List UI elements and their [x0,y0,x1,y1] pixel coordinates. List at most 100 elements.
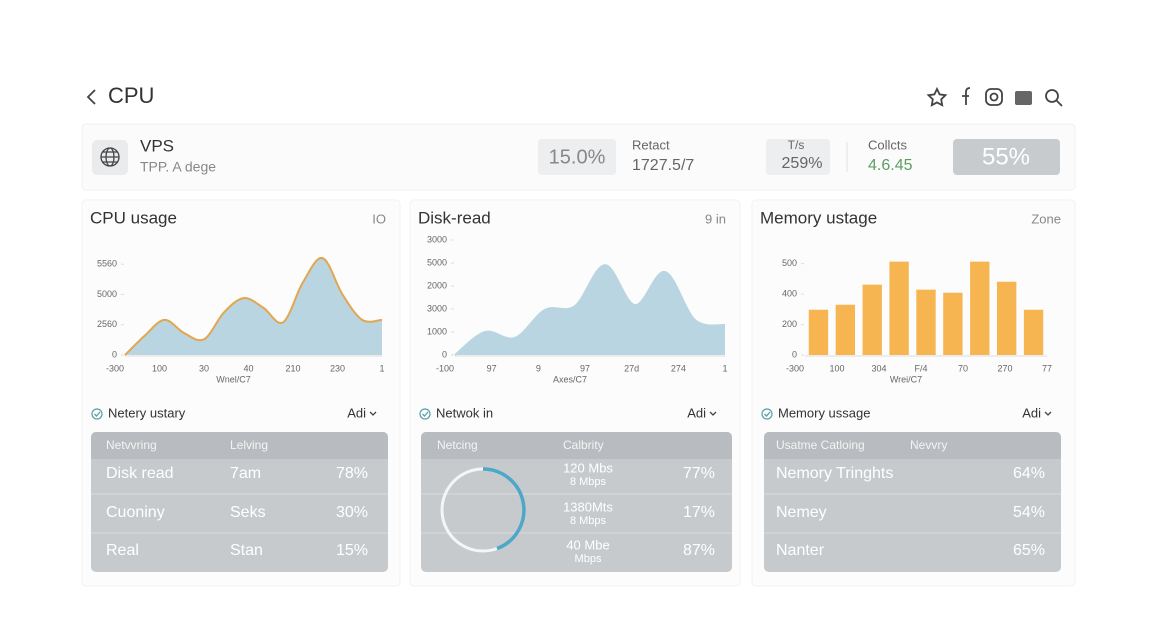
table-header-cell: Netvvring [106,438,157,452]
panel-corner: Zone [1031,211,1061,226]
dropdown-caret [709,411,717,416]
star-icon[interactable] [926,86,948,107]
facebook-icon[interactable] [962,87,971,105]
check-icon [91,408,103,420]
stat-value: 15.0% [549,146,606,168]
table-cell: Nemey [776,504,827,521]
check-mark [422,411,429,417]
area-fill [455,265,725,355]
x-tick-label: 274 [671,363,686,373]
y-tick-label: 3000 [427,303,447,313]
table-cell: 87% [683,542,715,559]
big-stat: 55% [982,143,1030,170]
table-cell: Disk read [106,465,174,482]
x-axis-label: Wnel/C7 [216,374,251,384]
panel-title: CPU usage [90,208,177,227]
stat-value: 259% [782,155,823,172]
donut-arc [482,467,526,551]
panel-title: Memory ustage [760,208,877,227]
bar [889,261,909,355]
table-header-cell: Lelving [230,438,268,452]
table-header-cell: Usatme Catloing [776,438,865,452]
y-tick-label: 0 [442,349,447,359]
x-tick-label: 100 [829,363,844,373]
y-tick-label: 1000 [427,326,447,336]
table-cell: 40 Mbe [566,537,609,552]
server-subtitle: TPP. A dege [140,159,216,175]
x-tick-label: 40 [243,363,253,373]
dropdown[interactable]: Adi [687,405,706,420]
dropdown-caret [369,411,377,416]
area-line [124,257,383,356]
table-cell: Stan [230,542,263,559]
table-header-cell: Calbrity [563,438,604,452]
panel-corner: IO [372,211,386,226]
check-icon [419,408,431,420]
table-cell: 120 Mbs [563,460,613,475]
page-title: CPU [108,83,154,108]
x-tick-label: -100 [436,363,454,373]
bar [862,284,882,355]
stat-label: Retact [632,137,670,152]
stat-box [766,139,830,175]
table-cell: 8 Mbps [570,476,607,488]
dropdown[interactable]: Adi [347,405,366,420]
table-cell: Cuoniny [106,504,165,521]
y-tick-label: 400 [782,288,797,298]
table-cell: Nanter [776,542,825,559]
stat-value: 4.6.45 [868,157,913,174]
table-cell: Nemory Tringhts [776,465,893,482]
globe-icon [100,147,120,167]
table-cell: 54% [1013,504,1045,521]
x-tick-label: 304 [871,363,886,373]
x-tick-label: 70 [958,363,968,373]
bar [835,304,856,355]
bar [970,261,990,355]
check-label: Netery ustary [108,405,186,420]
table-cell: 65% [1013,542,1045,559]
table-cell: 77% [683,465,715,482]
x-tick-label: 97 [580,363,590,373]
y-tick-label: 5000 [427,257,447,267]
bar [1023,309,1044,355]
y-tick-label: 2560 [97,319,117,329]
x-tick-label: 1 [722,363,727,373]
x-axis-label: Wrei/C7 [890,374,922,384]
x-tick-label: 1 [379,363,384,373]
dropdown[interactable]: Adi [1022,405,1041,420]
y-tick-label: 500 [782,258,797,268]
table-header [764,432,1061,459]
stat-label: Collcts [868,137,908,152]
x-tick-label: 100 [152,363,167,373]
table-cell: Seks [230,504,266,521]
dropdown-caret [1044,411,1052,416]
table-header-cell: Netcing [437,438,478,452]
y-tick-label: 2000 [427,280,447,290]
table-cell: 17% [683,504,715,521]
back-button[interactable] [86,89,96,105]
check-mark [94,411,101,417]
stat-box [538,139,616,175]
x-tick-label: 27d [624,363,639,373]
stat-label: T/s [788,138,805,152]
bar [943,292,963,355]
x-tick-label: 230 [330,363,345,373]
table-header [91,432,388,459]
table-cell: 30% [336,504,368,521]
check-label: Memory ussage [778,405,870,420]
bag-icon[interactable] [1015,91,1032,105]
x-tick-label: 270 [997,363,1012,373]
toolbar-icons [926,86,1063,107]
panel-corner: 9 in [705,211,726,226]
y-tick-label: 0 [792,349,797,359]
area-fill [125,257,382,355]
check-mark [764,411,771,417]
y-tick-label: 3000 [427,234,447,244]
camera-icon[interactable] [985,88,1003,106]
search-icon[interactable] [1045,89,1059,103]
x-axis-label: Axes/C7 [553,374,587,384]
table-cell: Real [106,542,139,559]
bar [808,309,829,355]
y-tick-label: 200 [782,319,797,329]
